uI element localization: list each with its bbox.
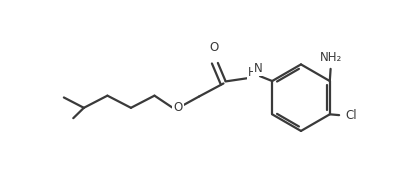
- Text: O: O: [209, 41, 218, 54]
- Text: NH₂: NH₂: [320, 51, 342, 64]
- Text: O: O: [173, 101, 182, 114]
- Text: H: H: [248, 66, 257, 79]
- Text: N: N: [254, 62, 263, 75]
- Text: Cl: Cl: [345, 109, 357, 122]
